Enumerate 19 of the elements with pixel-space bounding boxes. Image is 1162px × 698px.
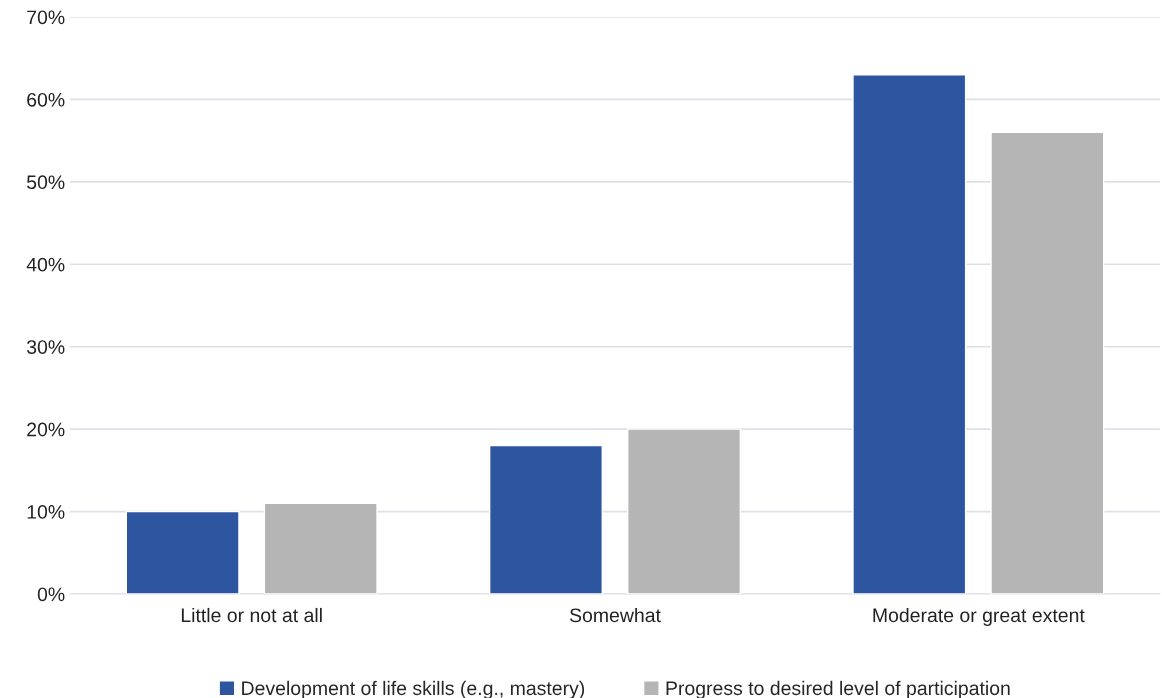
bar	[627, 428, 742, 594]
legend-label: Development of life skills (e.g., mastery)	[242, 680, 585, 698]
y-tick-label: 10%	[27, 505, 65, 519]
y-tick-label: 70%	[27, 10, 65, 25]
y-tick-label: 0%	[37, 587, 65, 602]
bar	[852, 74, 967, 594]
x-tick-label: Little or not at all	[181, 607, 322, 623]
x-tick-label: Somewhat	[569, 607, 661, 623]
y-tick-label: 60%	[27, 92, 65, 107]
y-tick-label: 40%	[26, 257, 65, 272]
bar	[990, 131, 1105, 594]
bar	[125, 510, 240, 594]
x-tick-label: Moderate or great extent	[873, 607, 1085, 627]
bar	[263, 502, 378, 594]
y-tick-label: 30%	[26, 340, 65, 354]
bar	[488, 444, 603, 594]
y-tick-label: 50%	[27, 175, 65, 190]
legend-label: Progress to desired level of participation	[666, 680, 1010, 698]
y-tick-label: 20%	[27, 422, 65, 437]
